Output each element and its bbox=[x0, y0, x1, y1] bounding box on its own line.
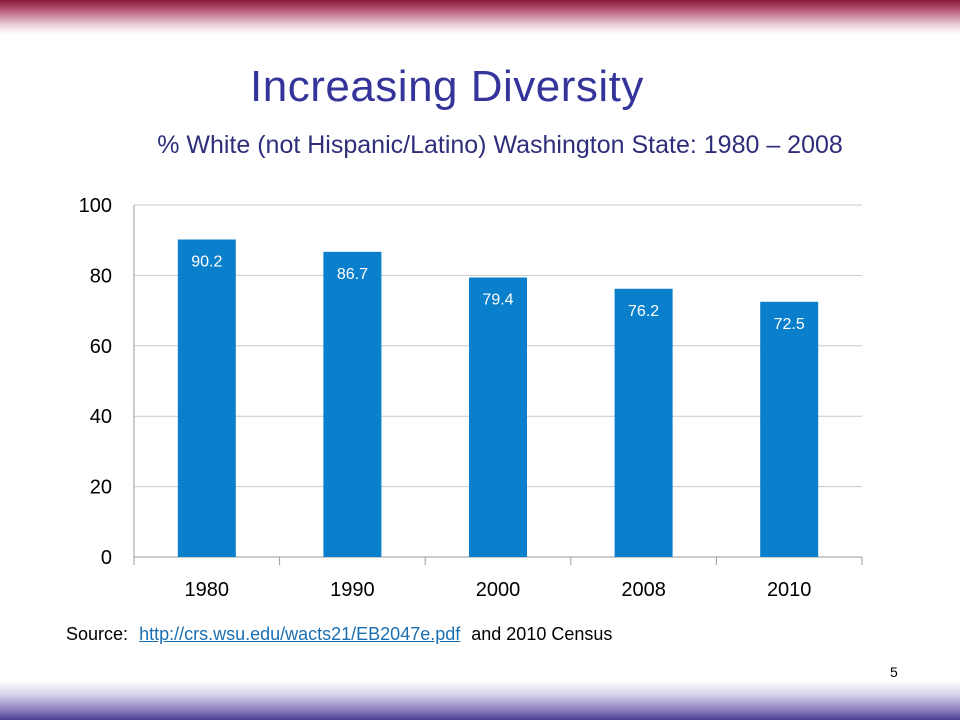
chart-subtitle: % White (not Hispanic/Latino) Washington… bbox=[157, 131, 843, 159]
x-tick-label: 1990 bbox=[330, 579, 375, 601]
bar bbox=[177, 239, 236, 557]
y-tick-label: 20 bbox=[90, 477, 112, 499]
bar bbox=[469, 277, 527, 557]
bar-value-label: 72.5 bbox=[774, 316, 805, 333]
x-tick-label: 1980 bbox=[185, 579, 230, 601]
y-tick-label: 100 bbox=[79, 195, 112, 217]
bar-value-label: 79.4 bbox=[482, 292, 513, 309]
x-tick-label: 2008 bbox=[621, 579, 666, 601]
x-tick-label: 2010 bbox=[767, 579, 812, 601]
bar bbox=[323, 251, 382, 558]
bar-value-label: 90.2 bbox=[191, 253, 222, 270]
page-number: 5 bbox=[890, 664, 898, 680]
bar-value-label: 86.7 bbox=[337, 266, 368, 283]
slide-title: Increasing Diversity bbox=[250, 62, 644, 111]
y-tick-label: 80 bbox=[90, 265, 112, 287]
y-tick-label: 60 bbox=[90, 336, 112, 358]
bottom-decorative-band bbox=[0, 680, 960, 720]
source-line: Source: http://crs.wsu.edu/wacts21/EB204… bbox=[66, 624, 612, 645]
top-decorative-band bbox=[0, 0, 960, 34]
y-tick-label: 0 bbox=[101, 547, 112, 569]
bar-value-label: 76.2 bbox=[628, 303, 659, 320]
y-tick-label: 40 bbox=[90, 406, 112, 428]
bar bbox=[760, 301, 819, 557]
x-tick-label: 2000 bbox=[476, 579, 521, 601]
source-suffix: and 2010 Census bbox=[471, 624, 613, 644]
source-link[interactable]: http://crs.wsu.edu/wacts21/EB2047e.pdf bbox=[139, 624, 461, 644]
source-prefix: Source: bbox=[66, 624, 129, 644]
bar bbox=[614, 288, 673, 557]
